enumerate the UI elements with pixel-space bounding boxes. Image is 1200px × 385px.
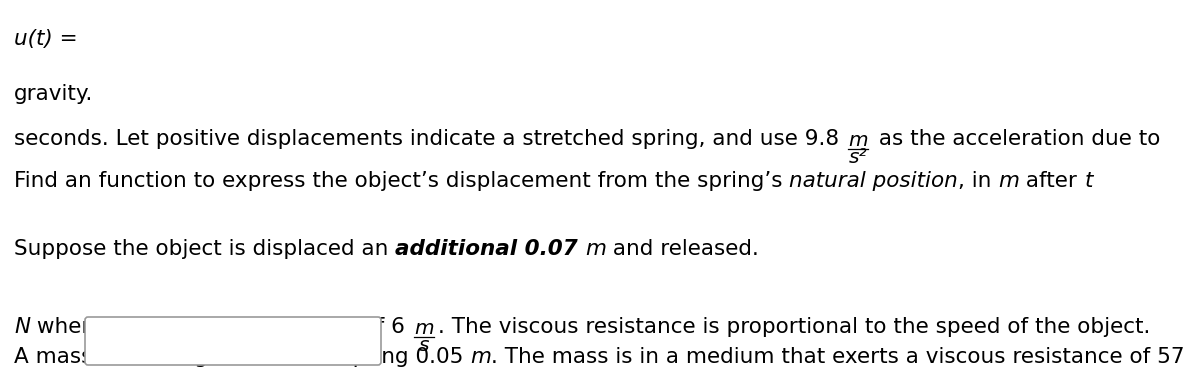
Text: m: m xyxy=(586,239,606,259)
Text: gravity.: gravity. xyxy=(14,84,94,104)
Text: Suppose the object is displaced an: Suppose the object is displaced an xyxy=(14,239,395,259)
Text: , in: , in xyxy=(958,171,998,191)
FancyBboxPatch shape xyxy=(85,317,382,365)
Text: Find an function to express the object’s displacement from the spring’s: Find an function to express the object’s… xyxy=(14,171,790,191)
Text: m: m xyxy=(998,171,1019,191)
Text: u(t) =: u(t) = xyxy=(14,29,78,49)
Text: when the mass has a velocity of 6: when the mass has a velocity of 6 xyxy=(30,317,412,337)
Text: as the acceleration due to: as the acceleration due to xyxy=(871,129,1160,149)
Text: s: s xyxy=(419,336,428,355)
Text: natural position: natural position xyxy=(790,171,958,191)
Text: m: m xyxy=(848,131,868,150)
Text: A mass of 0.75 kg stretches a spring 0.05: A mass of 0.75 kg stretches a spring 0.0… xyxy=(14,347,470,367)
Text: N: N xyxy=(14,317,30,337)
Text: t: t xyxy=(1084,171,1092,191)
Text: and released.: and released. xyxy=(606,239,760,259)
Text: after: after xyxy=(1019,171,1084,191)
Text: m: m xyxy=(470,347,491,367)
Text: s²: s² xyxy=(848,148,868,167)
Text: additional 0.07: additional 0.07 xyxy=(395,239,586,259)
Text: . The mass is in a medium that exerts a viscous resistance of 57: . The mass is in a medium that exerts a … xyxy=(491,347,1184,367)
Text: seconds. Let positive displacements indicate a stretched spring, and use 9.8: seconds. Let positive displacements indi… xyxy=(14,129,846,149)
Text: . The viscous resistance is proportional to the speed of the object.: . The viscous resistance is proportional… xyxy=(438,317,1150,337)
Text: m: m xyxy=(414,319,433,338)
